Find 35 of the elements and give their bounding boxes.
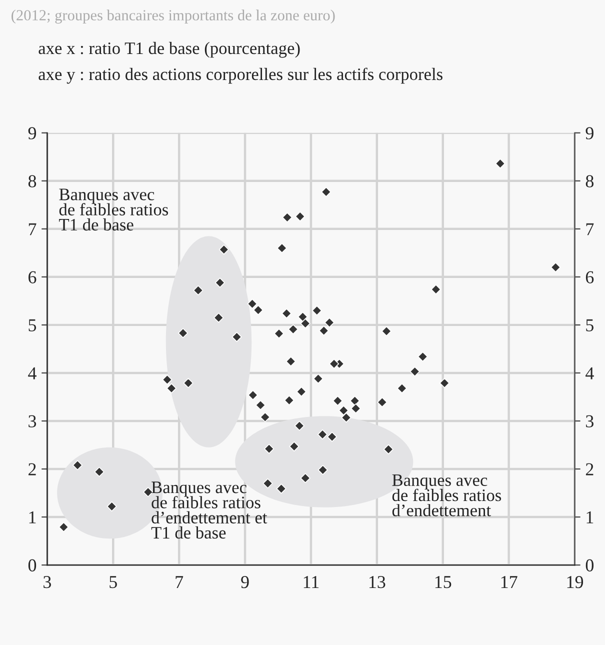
y-tick-label: 7 (28, 223, 36, 236)
annotation: Banques avec de faibles ratios d’endettement (392, 474, 502, 516)
text: axe x : ratio T1 de base (pourcentage) (38, 42, 300, 58)
y-tick-label: 5 (28, 319, 36, 332)
y2-tick-label: 3 (586, 415, 594, 428)
x-tick-label: 11 (304, 576, 319, 588)
x-tick-label: 19 (567, 576, 584, 588)
text: axe y : ratio des actions corporelles sur les actifs corporels (38, 68, 442, 84)
x-tick-label: 9 (241, 576, 249, 588)
y2-tick-label: 8 (586, 175, 594, 188)
y-tick-label: 3 (28, 415, 36, 428)
y-tick-label: 0 (28, 559, 36, 572)
chart-subtitle: (2012; groupes bancaires importants de la zone euro) (12, 10, 335, 24)
x-tick-label: 15 (435, 576, 452, 588)
annotation: Banques avec de faibles ratios T1 de base (59, 188, 168, 231)
y2-tick-label: 6 (586, 271, 594, 284)
y-tick-label: 6 (28, 271, 36, 284)
x-tick-label: 3 (44, 576, 51, 588)
y2-tick-label: 2 (586, 463, 594, 476)
y-tick-label: 1 (29, 511, 36, 524)
x-tick-label: 17 (501, 576, 518, 588)
y2-tick-label: 7 (586, 223, 594, 236)
y2-tick-label: 1 (586, 511, 594, 524)
y-tick-label: 8 (28, 175, 36, 188)
y-tick-label: 4 (28, 367, 36, 380)
x-tick-label: 13 (369, 576, 386, 588)
y2-tick-label: 9 (586, 127, 594, 140)
y-tick-label: 9 (28, 127, 36, 140)
y-tick-label: 2 (28, 463, 36, 476)
x-tick-label: 7 (176, 576, 184, 588)
y2-tick-label: 4 (586, 367, 594, 380)
x-tick-label: 5 (110, 576, 117, 588)
y2-tick-label: 5 (586, 319, 594, 332)
y2-tick-label: 0 (586, 559, 594, 572)
annotation: Banques avec de faibles ratios d’endettement et T1 de base (151, 482, 268, 539)
